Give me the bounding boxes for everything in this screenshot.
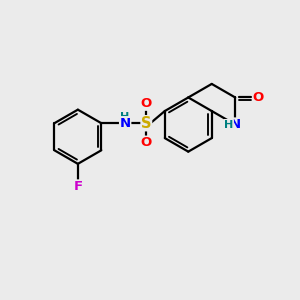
Text: F: F [73,180,83,193]
Text: S: S [141,116,152,131]
Text: O: O [141,97,152,110]
Text: N: N [230,118,241,131]
Text: O: O [253,91,264,104]
Text: H: H [224,120,233,130]
Text: N: N [120,117,131,130]
Text: H: H [121,112,130,122]
Text: O: O [141,136,152,149]
